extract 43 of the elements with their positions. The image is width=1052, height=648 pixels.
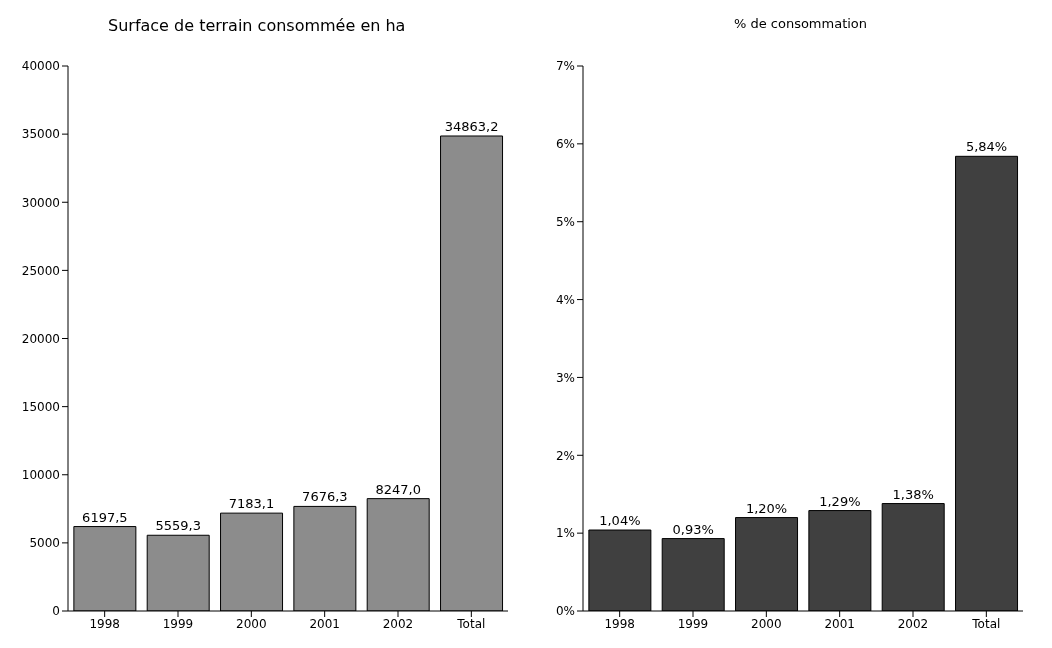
- data-label: 1,20%: [745, 500, 788, 516]
- x-tick-label: 1998: [604, 616, 635, 631]
- y-tick-label: 35000: [21, 127, 60, 142]
- y-tick-label: 4%: [555, 292, 575, 307]
- chart-title: % de consommation: [732, 15, 869, 33]
- y-tick-label: 10000: [21, 468, 60, 483]
- x-tick-label: 2000: [751, 616, 782, 631]
- y-tick-label: 2%: [555, 448, 575, 463]
- data-label: 5559,3: [155, 518, 201, 534]
- x-tick-label: 1999: [162, 616, 194, 631]
- x-tick-label: 1999: [677, 616, 709, 631]
- x-tick-label: 2001: [309, 616, 340, 631]
- y-tick-label: 3%: [555, 370, 575, 385]
- data-label: 5,84%: [965, 139, 1008, 155]
- data-label: 34863,2: [444, 118, 499, 134]
- x-tick-label: Total: [456, 616, 486, 631]
- x-tick-label: 2002: [897, 616, 929, 631]
- y-tick-label: 30000: [21, 195, 60, 210]
- y-tick-label: 5%: [555, 214, 575, 229]
- data-label: 1,38%: [892, 486, 934, 502]
- y-tick-label: 20000: [21, 331, 60, 346]
- x-tick-label: Total: [971, 616, 1001, 631]
- x-tick-label: 2001: [824, 616, 855, 631]
- y-tick-label: 25000: [21, 263, 60, 278]
- chart-title: Surface de terrain consommée en ha: [107, 15, 407, 37]
- y-tick-label: 5000: [29, 536, 60, 551]
- y-tick-label: 40000: [21, 59, 60, 74]
- y-tick-label: 0%: [555, 604, 575, 619]
- x-tick-label: 2000: [236, 616, 267, 631]
- data-label: 7676,3: [302, 489, 348, 505]
- y-tick-label: 0: [52, 604, 60, 619]
- x-tick-label: 1998: [89, 616, 120, 631]
- data-label: 6197,5: [82, 509, 128, 525]
- y-tick-label: 15000: [21, 399, 60, 414]
- data-label: 0,93%: [672, 521, 714, 537]
- data-label: 1,04%: [599, 513, 641, 529]
- x-tick-label: 2002: [382, 616, 414, 631]
- y-tick-label: 1%: [555, 526, 575, 541]
- data-label: 8247,0: [375, 481, 421, 497]
- y-tick-label: 6%: [555, 137, 575, 152]
- y-tick-label: 7%: [555, 59, 575, 74]
- data-label: 7183,1: [228, 496, 275, 512]
- data-label: 1,29%: [819, 493, 861, 509]
